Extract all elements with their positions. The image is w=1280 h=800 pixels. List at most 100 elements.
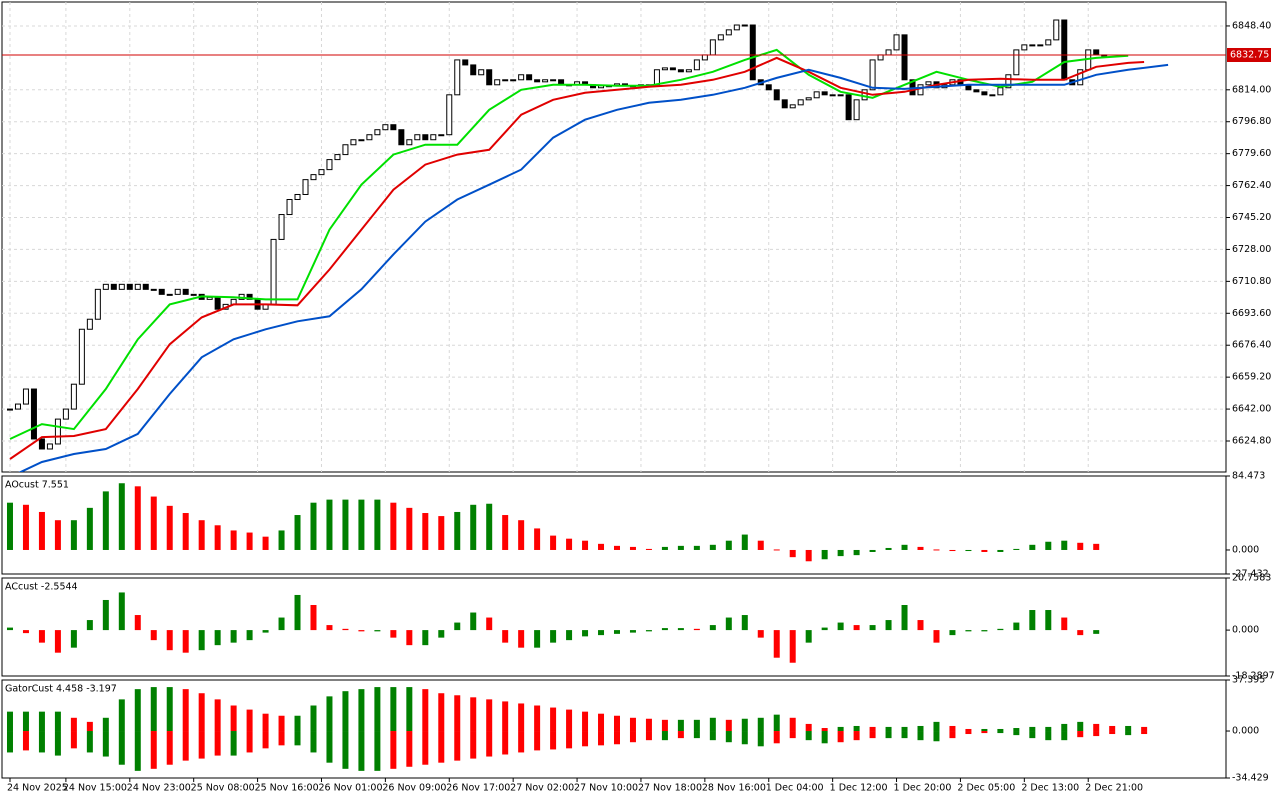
gator-bar [566,709,573,732]
candle-body [454,59,461,96]
gator-bar [54,731,61,756]
gator-bar [805,731,812,741]
candle-body [901,34,908,81]
histogram-bar [741,615,748,631]
gator-bar [294,715,301,732]
histogram-bar [166,630,173,651]
candle-body [358,139,365,142]
candle-body [246,293,253,300]
gator-bar [502,701,509,732]
histogram-bar [118,483,125,550]
x-tick-label: 1 Dec 04:00 [766,783,824,794]
histogram-bar [150,630,157,641]
histogram-bar [582,540,589,550]
histogram-bar [86,507,93,550]
gator-bar [134,731,141,771]
gator-bar [725,731,732,743]
histogram-bar [262,630,269,633]
candle-body [302,179,309,195]
gator-bar [438,731,445,763]
gator-bar [1013,728,1020,732]
gator-bar [933,731,940,742]
histogram-bar [390,502,397,550]
gator-bar [166,731,173,765]
candle-body [725,29,732,36]
gator-bar [550,707,557,732]
histogram-bar [853,625,860,631]
histogram-bar [358,630,365,632]
candle-body [62,408,69,420]
gator-bar [949,725,956,732]
gator-bar [150,731,157,769]
gator-bar [837,731,844,743]
candle-body [150,288,157,291]
histogram-bar [342,499,349,550]
candle-body [126,283,133,290]
histogram-bar [278,617,285,631]
candle-body [278,214,285,240]
gator-bar [438,693,445,732]
candle-body [885,49,892,56]
candle-body [310,174,317,181]
histogram-bar [534,528,541,550]
gator-bar [22,711,29,732]
histogram-bar [582,630,589,637]
gator-bar [310,731,317,753]
candle-body [677,69,684,73]
histogram-bar [598,630,605,636]
gator-bar [230,731,237,756]
histogram-bar [821,549,828,560]
x-tick-label: 27 Nov 10:00 [574,783,638,794]
gator-bar [246,709,253,732]
gator-bar [629,731,636,743]
histogram-bar [326,499,333,550]
gator-bar [502,731,509,755]
gator-bar [853,731,860,741]
gator-bar [342,731,349,769]
histogram-bar [869,549,876,552]
x-tick-label: 25 Nov 16:00 [255,783,319,794]
candle-body [350,139,357,146]
histogram-bar [182,630,189,653]
gator-bar [789,717,796,732]
histogram-bar [965,549,972,552]
histogram-bar [949,630,956,636]
histogram-bar [214,630,221,646]
histogram-bar [997,549,1004,552]
histogram-bar [230,530,237,550]
histogram-bar [805,630,812,643]
gator-bar [965,731,972,735]
gator-bar [725,719,732,732]
y-tick-label: 0.000 [1232,625,1259,636]
candle-body [382,124,389,131]
histogram-bar [6,502,13,550]
gator-bar [997,731,1004,734]
histogram-bar [294,515,301,550]
x-tick-label: 1 Dec 20:00 [894,783,952,794]
histogram-bar [102,599,109,631]
histogram-bar [677,545,684,550]
candle-body [669,67,676,71]
candle-body [174,288,181,295]
gator-bar [1093,731,1100,737]
gator-bar [326,696,333,732]
histogram-bar [773,549,780,551]
histogram-bar [566,630,573,641]
x-tick-label: 27 Nov 02:00 [510,783,574,794]
candle-body [789,104,796,109]
gator-bar [326,731,333,763]
histogram-bar [821,627,828,631]
histogram-bar [629,546,636,550]
gator-bar [470,697,477,732]
histogram-bar [70,630,77,648]
gator-bar [1141,726,1148,732]
candle-body [494,79,501,86]
gator-bar [1109,731,1116,735]
gator-bar [422,731,429,765]
gator-bar [422,689,429,732]
histogram-bar [741,534,748,550]
candle-body [1061,19,1068,81]
histogram-bar [661,628,668,631]
gator-bar [454,731,461,761]
